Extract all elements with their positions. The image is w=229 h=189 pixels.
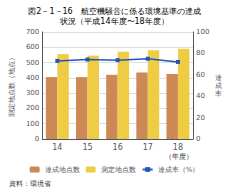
svg-text:100: 100 xyxy=(26,120,39,128)
svg-text:図2－1－16 航空機騒音に係る環境基準の達成: 図2－1－16 航空機騒音に係る環境基準の達成 xyxy=(28,7,200,16)
svg-text:500: 500 xyxy=(26,59,39,67)
svg-text:資料：環境省: 資料：環境省 xyxy=(9,180,51,188)
svg-text:100: 100 xyxy=(196,28,209,36)
svg-text:状況（平成14年度〜18年度）: 状況（平成14年度〜18年度） xyxy=(59,17,168,26)
svg-text:18: 18 xyxy=(173,143,183,152)
svg-text:率: 率 xyxy=(215,90,222,98)
svg-text:300: 300 xyxy=(26,89,39,97)
svg-text:達成率（%）: 達成率（%） xyxy=(158,166,200,174)
svg-text:200: 200 xyxy=(26,104,39,112)
svg-text:（年度）: （年度） xyxy=(165,153,193,161)
svg-text:60: 60 xyxy=(196,71,205,79)
svg-text:測定地点数: 測定地点数 xyxy=(101,166,136,174)
svg-text:達: 達 xyxy=(215,74,222,82)
svg-text:80: 80 xyxy=(196,49,205,57)
svg-text:400: 400 xyxy=(26,74,39,82)
svg-text:16: 16 xyxy=(113,143,123,152)
svg-text:達成地点数: 達成地点数 xyxy=(45,166,80,174)
svg-text:14: 14 xyxy=(52,143,62,152)
svg-text:40: 40 xyxy=(196,92,205,100)
svg-text:17: 17 xyxy=(143,143,153,152)
svg-text:成: 成 xyxy=(215,82,222,90)
svg-text:0: 0 xyxy=(35,135,39,143)
svg-text:20: 20 xyxy=(196,114,205,122)
svg-text:600: 600 xyxy=(26,43,39,51)
svg-text:700: 700 xyxy=(26,28,39,36)
svg-text:15: 15 xyxy=(82,143,92,152)
svg-text:0: 0 xyxy=(196,135,200,143)
svg-text:測定地点数（地点）: 測定地点数（地点） xyxy=(8,54,16,117)
